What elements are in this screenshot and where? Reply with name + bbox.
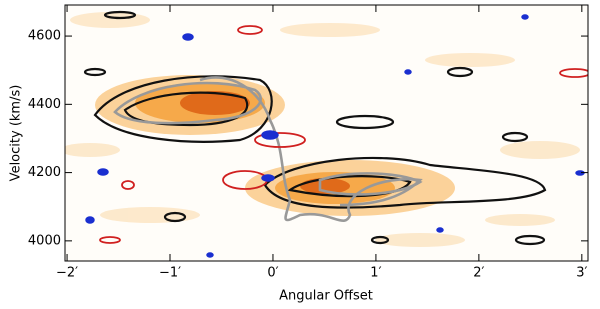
plot-frame <box>64 4 589 262</box>
x-tick-label: 0′ <box>267 266 278 281</box>
y-tick-label: 4000 <box>28 233 61 248</box>
x-tick-label: 1′ <box>370 266 381 281</box>
x-tick-label: 3′ <box>576 266 587 281</box>
y-tick-label: 4400 <box>28 97 61 112</box>
x-tick-label: −1′ <box>159 266 181 281</box>
x-axis-label: Angular Offset <box>279 289 373 304</box>
x-tick-label: −2′ <box>56 266 78 281</box>
y-tick-label: 4600 <box>28 29 61 44</box>
y-tick-label: 4200 <box>28 165 61 180</box>
pv-image <box>65 5 588 261</box>
y-axis-label: Velocity (km/s) <box>9 85 24 182</box>
x-tick-label: 2′ <box>473 266 484 281</box>
